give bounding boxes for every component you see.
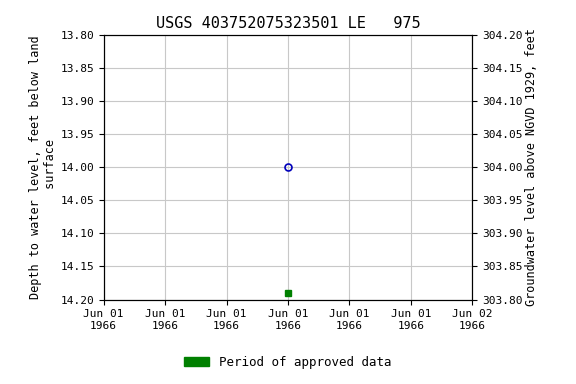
- Y-axis label: Groundwater level above NGVD 1929, feet: Groundwater level above NGVD 1929, feet: [525, 28, 539, 306]
- Y-axis label: Depth to water level, feet below land
 surface: Depth to water level, feet below land su…: [29, 35, 58, 299]
- Legend: Period of approved data: Period of approved data: [179, 351, 397, 374]
- Title: USGS 403752075323501 LE   975: USGS 403752075323501 LE 975: [156, 16, 420, 31]
